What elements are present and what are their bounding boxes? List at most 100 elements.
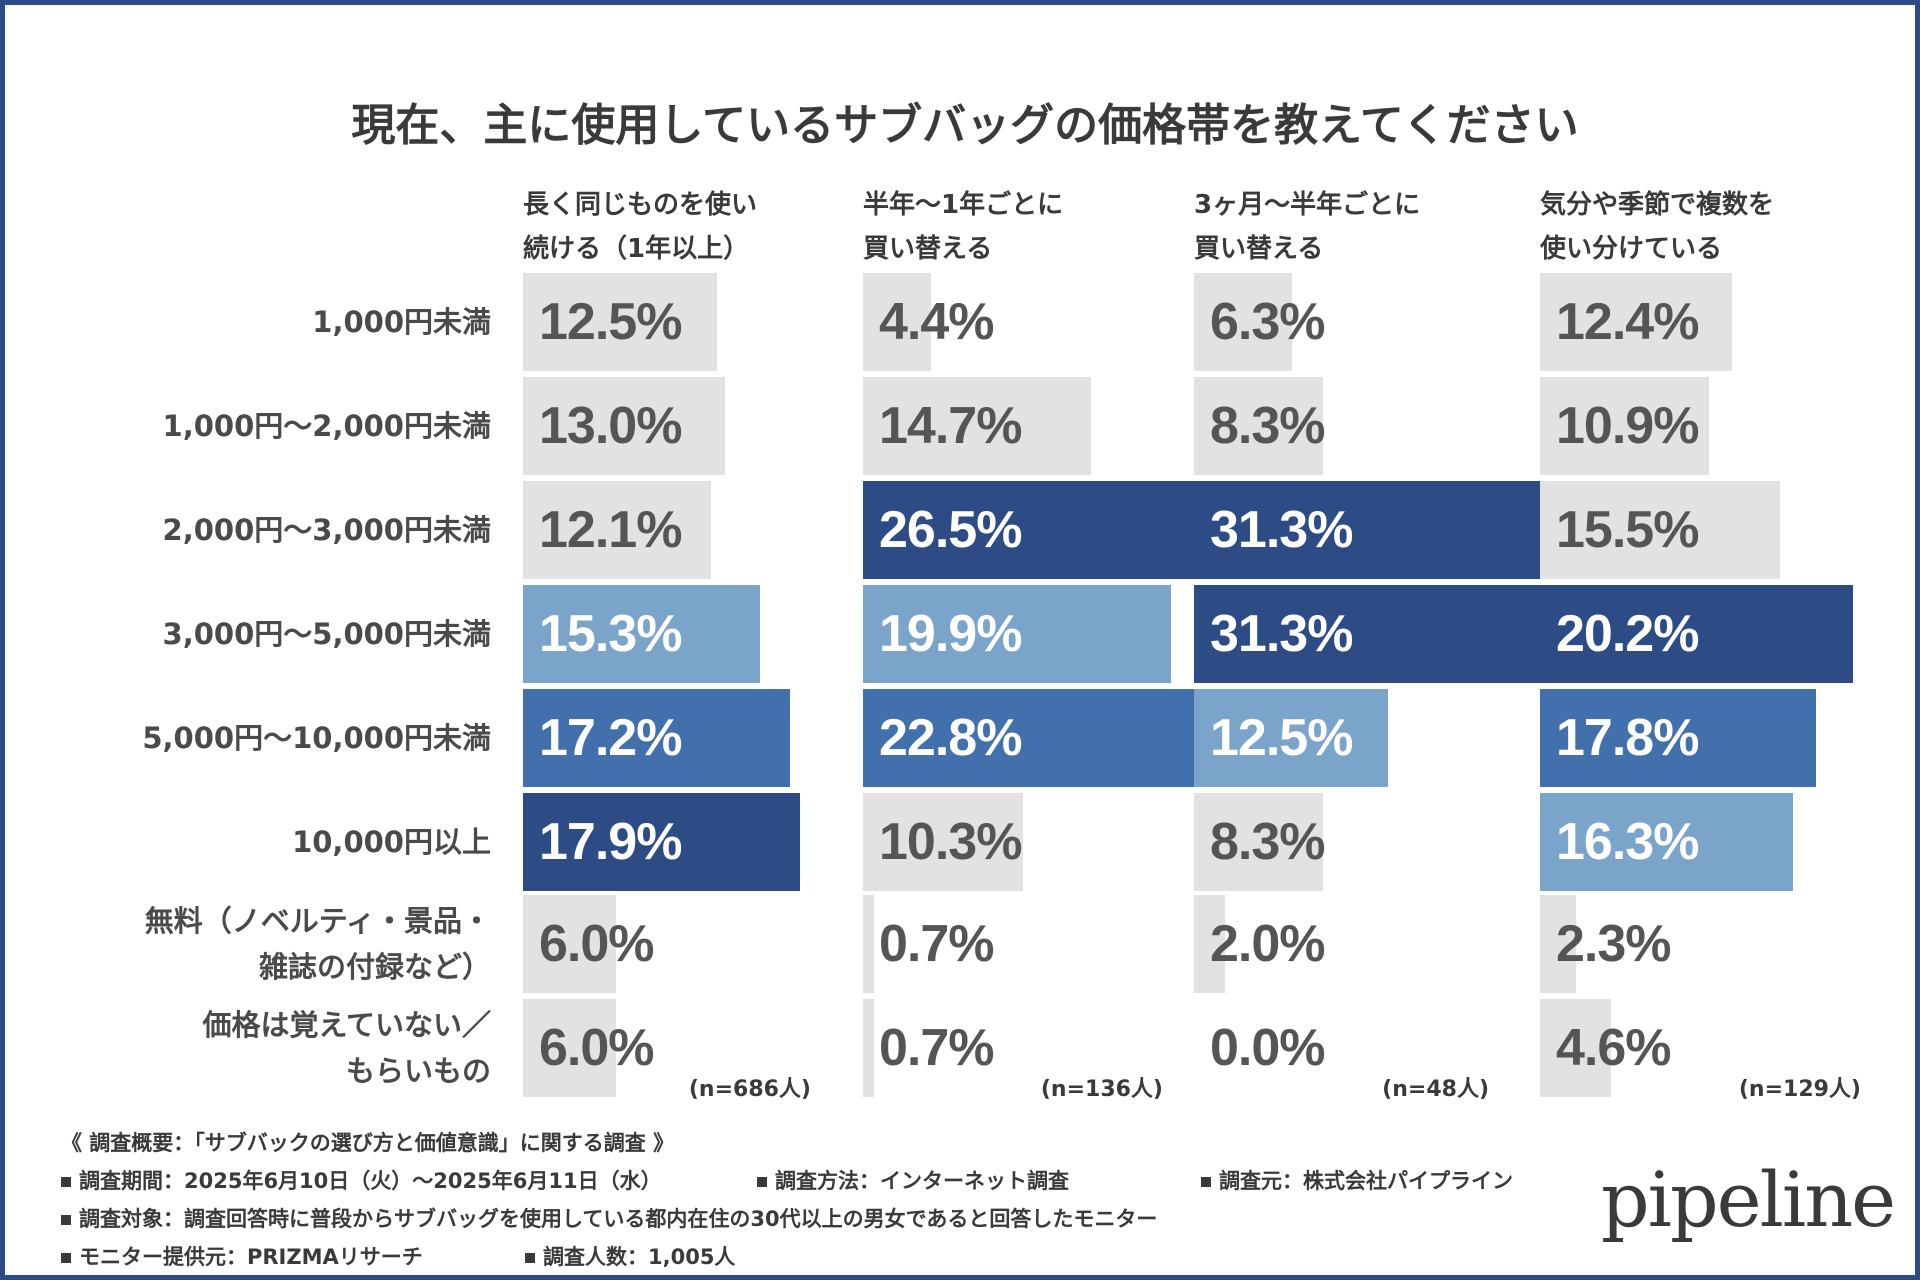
survey-target: 調査対象：調査回答時に普段からサブバッグを使用している都内在住の30代以上の男女… xyxy=(61,1203,1157,1233)
survey-target-text: 調査対象：調査回答時に普段からサブバッグを使用している都内在住の30代以上の男女… xyxy=(79,1207,1158,1231)
chart-title: 現在、主に使用しているサブバッグの価格帯を教えてください xyxy=(351,100,1579,151)
survey-period-text: 調査期間：2025年6月10日（火）〜2025年6月11日（水） xyxy=(79,1169,662,1193)
bar xyxy=(1540,377,1709,475)
bar xyxy=(863,689,1217,787)
sample-size-label: (n=686人) xyxy=(688,1077,811,1102)
bar-value-label: 8.3% xyxy=(1210,397,1326,455)
survey-method: 調査方法：インターネット調査 xyxy=(757,1165,1069,1195)
bar-value-label: 22.8% xyxy=(879,709,1022,767)
bar-value-label: 12.4% xyxy=(1556,293,1699,351)
bar xyxy=(523,689,790,787)
bar-value-label: 17.2% xyxy=(539,709,682,767)
bar-value-label: 20.2% xyxy=(1556,605,1699,663)
series-header-line: 使い分けている xyxy=(1540,234,1723,264)
bar xyxy=(1194,273,1292,371)
row-label: 1,000円未満 xyxy=(111,299,491,345)
bar-value-label: 6.0% xyxy=(539,915,655,973)
bar-value-label: 15.3% xyxy=(539,605,682,663)
sample-size-label: (n=48人) xyxy=(1382,1077,1489,1102)
bar-value-label: 10.9% xyxy=(1556,397,1699,455)
row-label-line: 価格は覚えていない／ xyxy=(202,1008,491,1042)
bullet-icon xyxy=(757,1177,767,1187)
bar xyxy=(1194,793,1323,891)
bar xyxy=(1194,689,1388,787)
bar-value-label: 6.3% xyxy=(1210,293,1326,351)
row-label-line: 雑誌の付録など） xyxy=(258,950,491,984)
bullet-icon xyxy=(525,1253,535,1263)
bar-value-label: 12.5% xyxy=(1210,709,1353,767)
survey-method-text: 調査方法：インターネット調査 xyxy=(775,1169,1069,1193)
bar xyxy=(1540,585,1854,683)
bar-value-label: 26.5% xyxy=(879,501,1022,559)
survey-count-text: 調査人数：1,005人 xyxy=(543,1245,736,1269)
survey-provider: モニター提供元：PRIZMAリサーチ xyxy=(61,1241,423,1271)
bar-value-label: 12.5% xyxy=(539,293,682,351)
survey-count: 調査人数：1,005人 xyxy=(525,1241,735,1271)
bar xyxy=(863,793,1023,891)
bar xyxy=(523,273,717,371)
bar xyxy=(1194,895,1225,993)
survey-source: 調査元：株式会社パイプライン xyxy=(1201,1165,1513,1195)
bar xyxy=(1540,689,1816,787)
bar xyxy=(1540,999,1612,1097)
sample-size-label: (n=129人) xyxy=(1738,1077,1861,1102)
bar xyxy=(523,377,725,475)
bar-value-label: 2.3% xyxy=(1556,915,1672,973)
bar-value-label: 31.3% xyxy=(1210,501,1353,559)
series-header: 半年〜1年ごとに 買い替える xyxy=(863,183,1183,271)
row-label: 価格は覚えていない／ もらいもの xyxy=(111,1002,491,1094)
row-label: 5,000円〜10,000円未満 xyxy=(111,715,491,761)
survey-source-text: 調査元：株式会社パイプライン xyxy=(1219,1169,1513,1193)
bar xyxy=(863,999,874,1097)
bar-value-label: 8.3% xyxy=(1210,813,1326,871)
bar xyxy=(863,273,932,371)
bar-value-label: 17.9% xyxy=(539,813,682,871)
bar xyxy=(1540,895,1576,993)
bar-value-label: 0.7% xyxy=(879,1019,995,1077)
row-label: 1,000円〜2,000円未満 xyxy=(111,403,491,449)
bar xyxy=(863,895,874,993)
row-label-line: 2,000円〜3,000円未満 xyxy=(162,513,491,547)
series-header: 3ヶ月〜半年ごとに 買い替える xyxy=(1194,183,1514,271)
series-header-line: 半年〜1年ごとに xyxy=(863,190,1064,220)
bar xyxy=(523,585,761,683)
bar xyxy=(523,895,616,993)
row-label-line: 10,000円以上 xyxy=(292,825,491,859)
row-label-line: 3,000円〜5,000円未満 xyxy=(162,617,491,651)
row-label: 2,000円〜3,000円未満 xyxy=(111,507,491,553)
bar-value-label: 6.0% xyxy=(539,1019,655,1077)
bar xyxy=(1540,793,1793,891)
bar xyxy=(863,377,1091,475)
bar-value-label: 19.9% xyxy=(879,605,1022,663)
bullet-icon xyxy=(1201,1177,1211,1187)
bar-value-label: 0.0% xyxy=(1210,1019,1326,1077)
bar-value-label: 15.5% xyxy=(1556,501,1699,559)
bullet-icon xyxy=(61,1253,71,1263)
survey-heading: 《 調査概要：「サブバックの選び方と価値意識」に関する調査 》 xyxy=(61,1131,675,1155)
row-label-line: 5,000円〜10,000円未満 xyxy=(142,721,491,755)
bar xyxy=(1194,377,1323,475)
bar-value-label: 0.7% xyxy=(879,915,995,973)
sample-size-label: (n=136人) xyxy=(1040,1077,1163,1102)
survey-period: 調査期間：2025年6月10日（火）〜2025年6月11日（水） xyxy=(61,1165,662,1195)
bar-value-label: 4.6% xyxy=(1556,1019,1672,1077)
series-header-line: 長く同じものを使い xyxy=(523,190,758,220)
bar-value-label: 12.1% xyxy=(539,501,682,559)
row-label: 3,000円〜5,000円未満 xyxy=(111,611,491,657)
bar-value-label: 16.3% xyxy=(1556,813,1699,871)
bar xyxy=(523,793,801,891)
series-header: 気分や季節で複数を 使い分けている xyxy=(1540,183,1860,271)
bar xyxy=(1540,273,1733,371)
bar-value-label: 14.7% xyxy=(879,397,1022,455)
bar-value-label: 2.0% xyxy=(1210,915,1326,973)
row-label: 無料（ノベルティ・景品・ 雑誌の付録など） xyxy=(111,898,491,990)
survey-provider-text: モニター提供元：PRIZMAリサーチ xyxy=(79,1245,423,1269)
bar-value-label: 31.3% xyxy=(1210,605,1353,663)
bar-value-label: 4.4% xyxy=(879,293,995,351)
bar-value-label: 17.8% xyxy=(1556,709,1699,767)
row-label: 10,000円以上 xyxy=(111,819,491,865)
bar-value-label: 10.3% xyxy=(879,813,1022,871)
bullet-icon xyxy=(61,1215,71,1225)
row-label-line: 1,000円未満 xyxy=(312,305,491,339)
